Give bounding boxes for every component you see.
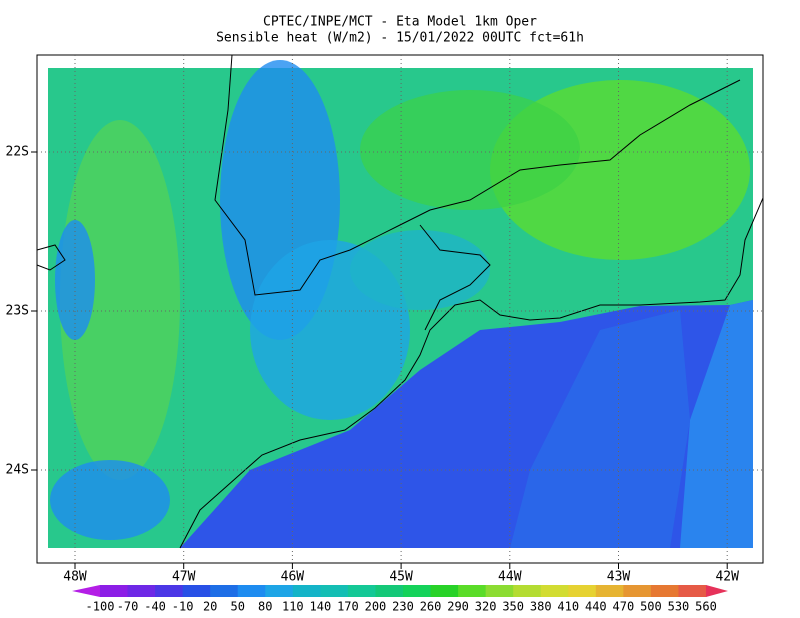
- lat-label: 24S: [6, 463, 29, 478]
- colorbar-swatch: [100, 585, 129, 597]
- colorbar-swatch: [375, 585, 404, 597]
- colorbar-swatch: [568, 585, 597, 597]
- colorbar-swatch: [623, 585, 652, 597]
- colorbar-label: 410: [557, 600, 579, 614]
- colorbar-label: 290: [447, 600, 469, 614]
- colorbar-label: -70: [117, 600, 139, 614]
- colorbar-swatch: [595, 585, 624, 597]
- warm-patch: [360, 90, 580, 210]
- colorbar-label: 470: [613, 600, 635, 614]
- subtitle: Sensible heat (W/m2) - 15/01/2022 00UTC …: [216, 31, 584, 46]
- colorbar-swatch: [182, 585, 211, 597]
- colorbar-swatch: [237, 585, 266, 597]
- colorbar-arrow: [72, 585, 100, 597]
- lat-label: 22S: [6, 145, 29, 160]
- lon-label: 47W: [172, 570, 196, 585]
- lon-label: 48W: [63, 570, 87, 585]
- colorbar: -100 -70 -40 -10 20 50 80 110 140 170 200 230 260 290…: [72, 585, 728, 614]
- colorbar-swatch: [540, 585, 569, 597]
- colorbar-label: -100: [86, 600, 115, 614]
- warm-patch: [60, 120, 180, 480]
- lon-label: 44W: [498, 570, 522, 585]
- colorbar-swatch: [650, 585, 679, 597]
- colorbar-label: 230: [392, 600, 414, 614]
- colorbar-label: 80: [258, 600, 272, 614]
- colorbar-swatch: [347, 585, 376, 597]
- colorbar-label: 440: [585, 600, 607, 614]
- colorbar-swatch: [320, 585, 349, 597]
- lon-label: 45W: [389, 570, 413, 585]
- colorbar-swatch: [678, 585, 707, 597]
- colorbar-label: 200: [365, 600, 387, 614]
- colorbar-label: 140: [310, 600, 332, 614]
- graticule: 22S 23S 24S 48W 47W 46W 45W 44W 43W 42W: [6, 55, 763, 585]
- ocean-east: [680, 300, 753, 548]
- field: [48, 60, 753, 548]
- colorbar-label: 500: [640, 600, 662, 614]
- colorbar-label: 110: [282, 600, 304, 614]
- cool-patch: [50, 460, 170, 540]
- colorbar-label: -40: [144, 600, 166, 614]
- colorbar-swatch: [430, 585, 459, 597]
- coast-line: [179, 197, 764, 549]
- colorbar-swatch: [265, 585, 294, 597]
- title: CPTEC/INPE/MCT - Eta Model 1km Oper: [263, 15, 537, 30]
- state-border: [419, 224, 491, 331]
- lon-label: 42W: [715, 570, 739, 585]
- colorbar-swatch: [210, 585, 239, 597]
- colorbar-swatch: [403, 585, 432, 597]
- lon-label: 46W: [281, 570, 305, 585]
- state-border: [36, 244, 66, 271]
- cool-patch: [350, 230, 490, 310]
- colorbar-label: 560: [695, 600, 717, 614]
- colorbar-arrow: [706, 585, 728, 597]
- colorbar-swatch: [155, 585, 184, 597]
- colorbar-swatch: [513, 585, 542, 597]
- lon-label: 43W: [607, 570, 631, 585]
- colorbar-swatch: [127, 585, 156, 597]
- colorbar-swatch: [458, 585, 487, 597]
- colorbar-swatch: [292, 585, 321, 597]
- coastline: [36, 54, 764, 549]
- colorbar-label: 260: [420, 600, 442, 614]
- ocean-mid: [510, 310, 690, 548]
- colorbar-label: 20: [203, 600, 217, 614]
- colorbar-label: 380: [530, 600, 552, 614]
- colorbar-label: 170: [337, 600, 359, 614]
- colorbar-swatch: [485, 585, 514, 597]
- colorbar-label: 320: [475, 600, 497, 614]
- colorbar-label: 50: [231, 600, 245, 614]
- colorbar-label: -10: [172, 600, 194, 614]
- state-border: [214, 54, 741, 296]
- colorbar-label: 530: [668, 600, 690, 614]
- lat-label: 23S: [6, 304, 29, 319]
- colorbar-label: 350: [502, 600, 524, 614]
